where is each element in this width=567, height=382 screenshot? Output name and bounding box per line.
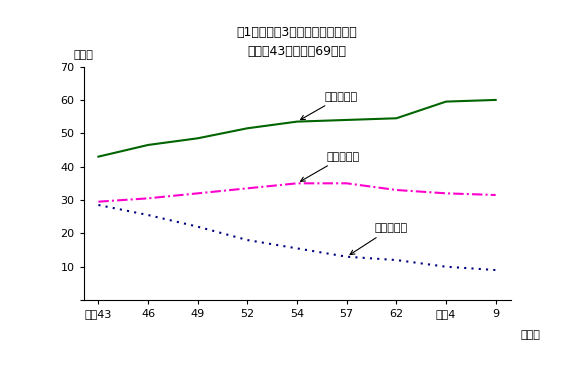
- Text: 第三次産業: 第三次産業: [301, 92, 357, 120]
- Text: （％）: （％）: [74, 50, 94, 60]
- Text: 第一次産業: 第一次産業: [350, 223, 407, 254]
- Text: 第二次産業: 第二次産業: [301, 152, 360, 181]
- Text: （年）: （年）: [521, 330, 540, 340]
- Title: 図1　産業（3部門）別構成の推移
（昭和43年～平成69年）: 図1 産業（3部門）別構成の推移 （昭和43年～平成69年）: [236, 26, 357, 58]
